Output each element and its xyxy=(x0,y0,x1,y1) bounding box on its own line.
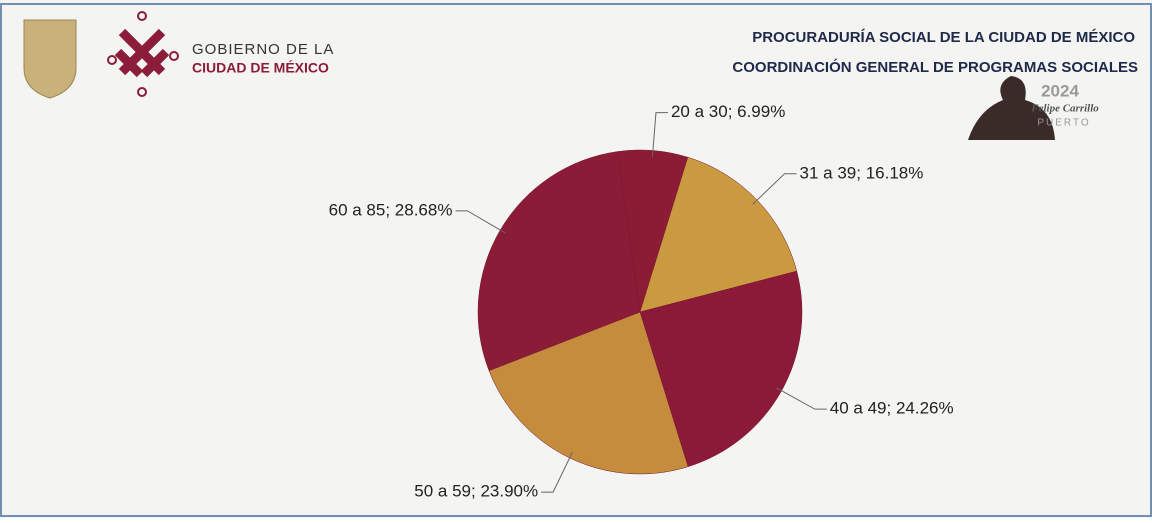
shield-logo xyxy=(23,19,77,99)
data-label: 60 a 85; 28.68% xyxy=(329,200,453,219)
portrait xyxy=(968,76,1055,140)
logo-text: GOBIERNO DE LA xyxy=(192,41,334,58)
badge-name: Felipe Carrillo xyxy=(1030,103,1099,115)
badge-year: 2024 xyxy=(1041,81,1079,100)
leader-line xyxy=(455,210,506,234)
logo-text: CIUDAD DE MÉXICO xyxy=(192,60,329,76)
data-label: 50 a 59; 23.90% xyxy=(414,482,538,501)
frame xyxy=(0,3,1152,517)
org-title: PROCURADURÍA SOCIAL DE LA CIUDAD DE MÉXI… xyxy=(752,29,1135,46)
org-subtitle: COORDINACIÓN GENERAL DE PROGRAMAS SOCIAL… xyxy=(732,58,1138,76)
badge-surname: PUERTO xyxy=(1037,118,1090,129)
data-label: 20 a 30; 6.99% xyxy=(671,102,785,121)
leader-line xyxy=(752,173,797,205)
data-label: 31 a 39; 16.18% xyxy=(800,163,924,182)
leader-line xyxy=(541,452,573,493)
cdmx-logo xyxy=(107,11,179,97)
leader-line xyxy=(776,387,827,410)
data-label: 40 a 49; 24.26% xyxy=(830,399,954,418)
leader-line xyxy=(651,112,668,157)
pie-chart: 20 a 30; 6.99% 31 a 39; 16.18% 40 a 49; 24… xyxy=(329,102,954,501)
